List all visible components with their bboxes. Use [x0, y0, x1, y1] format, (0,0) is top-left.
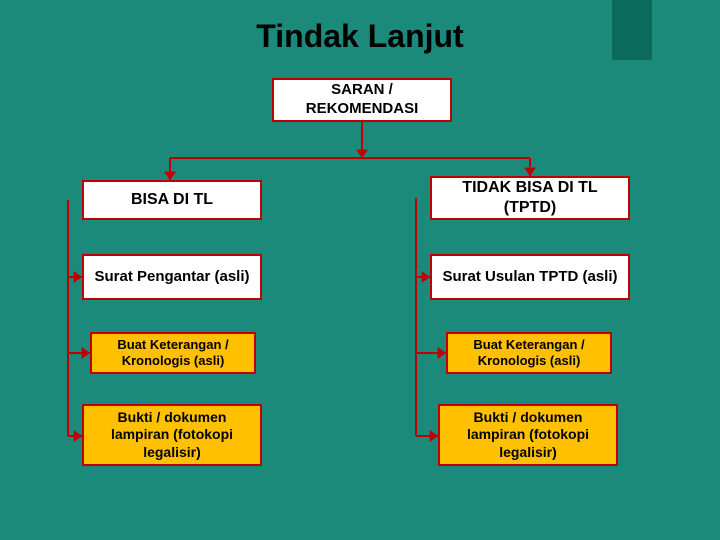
- box-l2: Buat Keterangan / Kronologis (asli): [90, 332, 256, 374]
- box-r1-label: Surat Usulan TPTD (asli): [442, 268, 617, 287]
- box-r2-label: Buat Keterangan / Kronologis (asli): [454, 337, 604, 370]
- box-l1: Surat Pengantar (asli): [82, 254, 262, 300]
- box-left-head: BISA DI TL: [82, 180, 262, 220]
- box-root: SARAN / REKOMENDASI: [272, 78, 452, 122]
- box-left-head-label: BISA DI TL: [131, 190, 213, 210]
- box-l2-label: Buat Keterangan / Kronologis (asli): [98, 337, 248, 370]
- box-r3-label: Bukti / dokumen lampiran (fotokopi legal…: [446, 409, 610, 462]
- box-r3: Bukti / dokumen lampiran (fotokopi legal…: [438, 404, 618, 466]
- slide: Tindak Lanjut SARAN / REKOMENDASI BISA D…: [0, 0, 720, 540]
- box-r1: Surat Usulan TPTD (asli): [430, 254, 630, 300]
- box-right-head-label: TIDAK BISA DI TL (TPTD): [438, 178, 622, 218]
- box-root-label: SARAN / REKOMENDASI: [280, 81, 444, 119]
- slide-title: Tindak Lanjut: [0, 18, 720, 55]
- box-r2: Buat Keterangan / Kronologis (asli): [446, 332, 612, 374]
- box-right-head: TIDAK BISA DI TL (TPTD): [430, 176, 630, 220]
- box-l3: Bukti / dokumen lampiran (fotokopi legal…: [82, 404, 262, 466]
- box-l1-label: Surat Pengantar (asli): [94, 268, 249, 287]
- box-l3-label: Bukti / dokumen lampiran (fotokopi legal…: [90, 409, 254, 462]
